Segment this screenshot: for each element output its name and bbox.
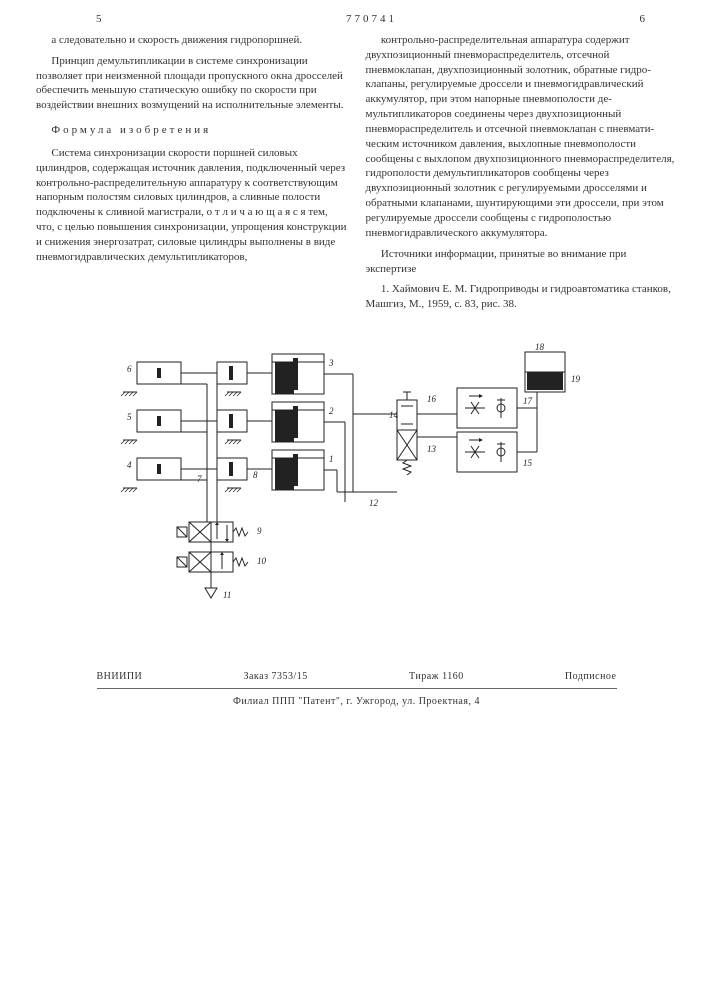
lbl-15: 15: [523, 458, 533, 468]
lbl-10: 10: [257, 556, 267, 566]
sources-title: Источники информации, принятые во вниман…: [366, 247, 678, 277]
lbl-2: 2: [329, 406, 334, 416]
lbl-19: 19: [571, 374, 581, 384]
page: 5 770741 6 а следовательно и скорость дв…: [0, 0, 707, 716]
patent-number: 770741: [346, 12, 397, 27]
page-col-left: 5: [96, 12, 104, 27]
para: а следовательно и скорость движения гидр…: [36, 33, 348, 48]
footer-order: Заказ 7353/15: [243, 670, 307, 684]
throttle-block-2: [457, 432, 517, 472]
lbl-8: 8: [253, 470, 258, 480]
para: Принцип демультипликации в системе синхр…: [36, 54, 348, 113]
footer-org: ВНИИПИ: [97, 670, 143, 684]
lbl-17: 17: [523, 396, 533, 406]
reference: 1. Хаймович Е. М. Гидроприводы и гидроав…: [366, 282, 678, 312]
para: контрольно-распределительная аппаратура …: [366, 33, 678, 241]
spool-valve: [397, 392, 417, 475]
formula-title: Формула изобретения: [36, 123, 348, 138]
lbl-14: 14: [389, 410, 399, 420]
right-column: контрольно-распределительная аппаратура …: [366, 33, 678, 318]
lbl-6: 6: [127, 364, 132, 374]
row-bot: [137, 450, 324, 490]
throttle-block-1: [457, 388, 517, 428]
lbl-9: 9: [257, 526, 262, 536]
lbl-18: 18: [535, 342, 545, 352]
lbl-11: 11: [223, 590, 231, 600]
footer-addr: Филиал ППП "Патент", г. Ужгород, ул. Про…: [36, 695, 677, 709]
para: Система синхронизации скорости поршней с…: [36, 146, 348, 265]
footer: ВНИИПИ Заказ 7353/15 Тираж 1160 Подписно…: [36, 670, 677, 708]
row-top: [137, 354, 324, 394]
footer-tirazh: Тираж 1160: [409, 670, 464, 684]
lbl-1: 1: [329, 454, 334, 464]
diagram-container: 6 5 4 7 8 3 2 1 9 10 11 12 13 14 15 16 1…: [36, 342, 677, 632]
hydraulic-diagram: 6 5 4 7 8 3 2 1 9 10 11 12 13 14 15 16 1…: [97, 342, 617, 632]
lbl-12: 12: [369, 498, 379, 508]
valve-1: [177, 522, 248, 542]
lbl-4: 4: [127, 460, 132, 470]
lbl-13: 13: [427, 444, 437, 454]
lbl-16: 16: [427, 394, 437, 404]
left-column: а следовательно и скорость движения гидр…: [36, 33, 348, 318]
lbl-3: 3: [328, 358, 334, 368]
footer-sub: Подписное: [565, 670, 617, 684]
valve-2: [177, 552, 248, 572]
page-col-right: 6: [640, 12, 648, 27]
header: 5 770741 6: [36, 12, 677, 27]
lbl-5: 5: [127, 412, 132, 422]
accumulator: [525, 352, 565, 392]
row-mid: [137, 402, 324, 442]
text-columns: а следовательно и скорость движения гидр…: [36, 33, 677, 318]
lbl-7: 7: [197, 474, 202, 484]
